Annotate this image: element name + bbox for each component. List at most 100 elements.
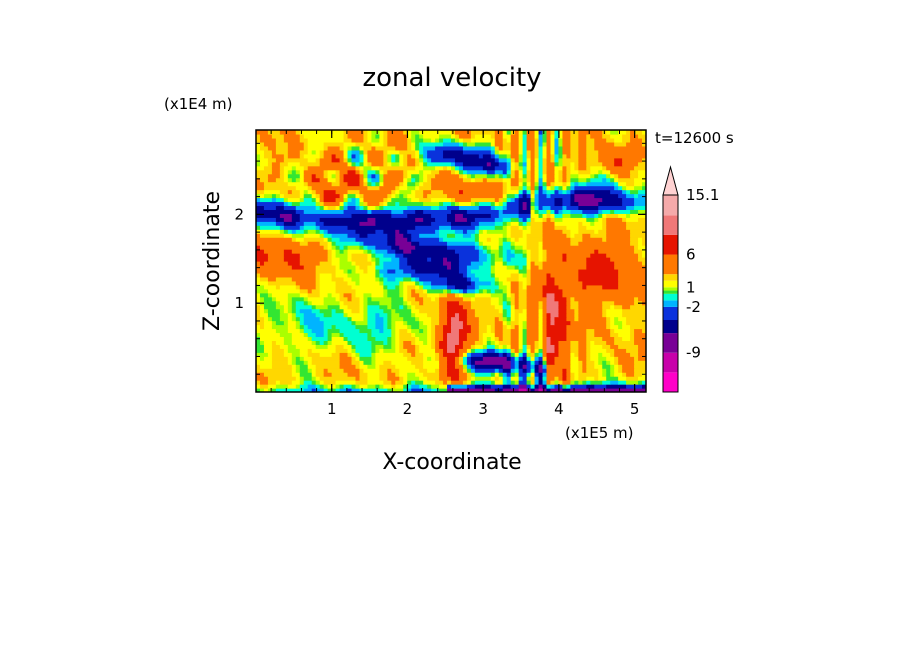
field-cell (606, 320, 611, 326)
field-cell (642, 185, 646, 191)
field-cell (578, 221, 583, 226)
field-cell (375, 245, 392, 250)
field-cell (355, 384, 361, 389)
field-cell (375, 276, 380, 282)
field-cell (303, 264, 317, 270)
colorbar-swatch (663, 254, 678, 275)
field-cell (347, 304, 361, 310)
field-cell (367, 185, 380, 191)
field-cell (466, 352, 472, 357)
field-cell (530, 185, 536, 191)
field-cell (634, 193, 639, 199)
field-cell (295, 312, 305, 318)
field-cell (359, 241, 365, 246)
field-cell (419, 177, 424, 183)
field-cell (355, 324, 369, 330)
field-cell (502, 189, 508, 195)
field-cell (283, 253, 301, 258)
field-cell (494, 324, 504, 330)
field-cell (311, 380, 317, 385)
field-cell (371, 253, 376, 258)
field-cell (562, 130, 571, 135)
field-cell (494, 332, 504, 338)
field-cell (498, 348, 504, 353)
field-cell (494, 328, 504, 334)
field-cell (518, 288, 528, 294)
field-cell (299, 153, 305, 159)
field-cell (407, 296, 416, 302)
field-cell (502, 388, 520, 392)
field-cell (494, 225, 504, 230)
field-cell (263, 181, 289, 187)
field-cell (458, 328, 472, 334)
field-cell (574, 312, 579, 318)
field-cell (383, 308, 392, 314)
field-cell (582, 233, 591, 238)
field-cell (395, 284, 400, 290)
field-cell (510, 169, 516, 175)
field-cell (375, 272, 380, 278)
field-cell (642, 380, 646, 385)
field-cell (371, 261, 376, 266)
field-cell (506, 153, 512, 159)
field-cell (506, 205, 520, 210)
field-cell (466, 364, 472, 369)
field-cell (598, 360, 603, 365)
field-cell (343, 145, 349, 151)
field-cell (339, 193, 345, 199)
field-cell (502, 300, 508, 306)
field-cell (256, 312, 261, 318)
field-cell (335, 197, 345, 203)
field-cell (566, 304, 571, 310)
field-cell (307, 181, 333, 187)
field-cell (538, 137, 544, 143)
field-cell (395, 237, 408, 242)
field-cell (303, 145, 309, 151)
field-cell (335, 388, 341, 392)
field-cell (367, 296, 373, 302)
field-cell (347, 161, 353, 167)
field-cell (558, 157, 564, 163)
field-cell (486, 237, 492, 242)
field-cell (514, 130, 520, 135)
field-cell (287, 344, 297, 349)
field-cell (462, 296, 472, 302)
field-cell (415, 352, 424, 357)
field-cell (458, 292, 464, 298)
field-cell (379, 177, 384, 183)
field-cell (530, 372, 536, 377)
field-cell (315, 284, 321, 290)
field-cell (315, 380, 321, 385)
field-cell (506, 225, 512, 230)
field-cell (399, 181, 404, 187)
field-cell (319, 316, 349, 322)
field-cell (506, 185, 512, 191)
field-cell (299, 169, 305, 175)
field-cell (546, 209, 552, 214)
field-cell (510, 292, 516, 298)
field-cell (486, 344, 496, 349)
field-cell (622, 304, 631, 310)
field-cell (602, 300, 615, 306)
field-cell (602, 344, 611, 349)
field-cell (299, 197, 305, 203)
field-cell (299, 173, 305, 179)
y-axis-title: Z-coordinate (200, 191, 225, 331)
field-cell (407, 300, 412, 306)
field-cell (355, 288, 384, 294)
field-cell (256, 217, 277, 222)
field-cell (474, 141, 492, 147)
field-cell (327, 145, 341, 151)
field-cell (550, 133, 556, 139)
field-cell (256, 340, 261, 345)
field-cell (610, 352, 615, 357)
field-cell (470, 268, 492, 274)
field-cell (546, 280, 556, 286)
field-cell (618, 268, 646, 274)
field-cell (411, 304, 416, 310)
field-cell (626, 221, 646, 226)
field-cell (383, 161, 388, 167)
field-cell (510, 324, 516, 330)
field-cell (423, 300, 440, 306)
field-cell (431, 177, 464, 183)
